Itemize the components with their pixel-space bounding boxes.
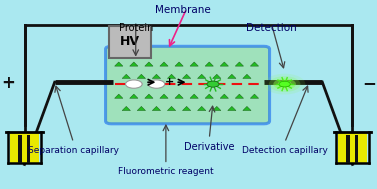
Text: Derivative: Derivative <box>184 142 234 152</box>
Polygon shape <box>182 106 191 111</box>
Polygon shape <box>175 94 183 98</box>
Polygon shape <box>152 106 161 111</box>
Polygon shape <box>228 74 236 78</box>
Circle shape <box>264 74 305 94</box>
Circle shape <box>278 81 291 88</box>
Circle shape <box>126 80 142 88</box>
Polygon shape <box>205 94 213 98</box>
Polygon shape <box>198 74 206 78</box>
Polygon shape <box>115 62 123 66</box>
Polygon shape <box>145 94 153 98</box>
Polygon shape <box>198 106 206 111</box>
Text: HV: HV <box>120 35 140 48</box>
Polygon shape <box>235 62 244 66</box>
Circle shape <box>148 80 165 88</box>
Text: Detection: Detection <box>246 23 297 33</box>
Polygon shape <box>220 94 228 98</box>
Polygon shape <box>167 74 176 78</box>
Polygon shape <box>243 106 251 111</box>
Circle shape <box>269 76 300 92</box>
FancyBboxPatch shape <box>109 26 151 58</box>
Polygon shape <box>167 106 176 111</box>
Polygon shape <box>130 94 138 98</box>
Circle shape <box>273 78 296 90</box>
Polygon shape <box>250 62 259 66</box>
Polygon shape <box>130 62 138 66</box>
Polygon shape <box>220 62 228 66</box>
Polygon shape <box>160 62 168 66</box>
Text: Fluorometric reagent: Fluorometric reagent <box>118 167 214 176</box>
Bar <box>10 133 40 163</box>
Text: Membrane: Membrane <box>155 5 211 15</box>
Polygon shape <box>160 94 168 98</box>
Polygon shape <box>235 94 244 98</box>
Circle shape <box>207 81 219 87</box>
Bar <box>18 135 22 163</box>
Polygon shape <box>190 94 198 98</box>
Polygon shape <box>250 94 259 98</box>
Text: Detection capillary: Detection capillary <box>242 146 328 155</box>
Polygon shape <box>213 74 221 78</box>
Polygon shape <box>145 62 153 66</box>
Bar <box>338 133 367 163</box>
Polygon shape <box>205 62 213 66</box>
Polygon shape <box>122 74 130 78</box>
Polygon shape <box>137 106 146 111</box>
Polygon shape <box>190 62 198 66</box>
Bar <box>27 135 30 163</box>
Bar <box>346 135 350 163</box>
Polygon shape <box>115 94 123 98</box>
Text: +: + <box>2 74 15 92</box>
Polygon shape <box>152 74 161 78</box>
Polygon shape <box>137 74 146 78</box>
Polygon shape <box>122 106 130 111</box>
Text: +: + <box>165 77 174 87</box>
FancyBboxPatch shape <box>106 46 270 124</box>
Polygon shape <box>213 106 221 111</box>
Polygon shape <box>228 106 236 111</box>
Bar <box>355 135 358 163</box>
Polygon shape <box>182 74 191 78</box>
Text: Protein: Protein <box>118 23 153 33</box>
Text: −: − <box>362 74 375 92</box>
Polygon shape <box>243 74 251 78</box>
Text: Separation capillary: Separation capillary <box>28 146 119 155</box>
Circle shape <box>279 81 290 87</box>
Polygon shape <box>175 62 183 66</box>
